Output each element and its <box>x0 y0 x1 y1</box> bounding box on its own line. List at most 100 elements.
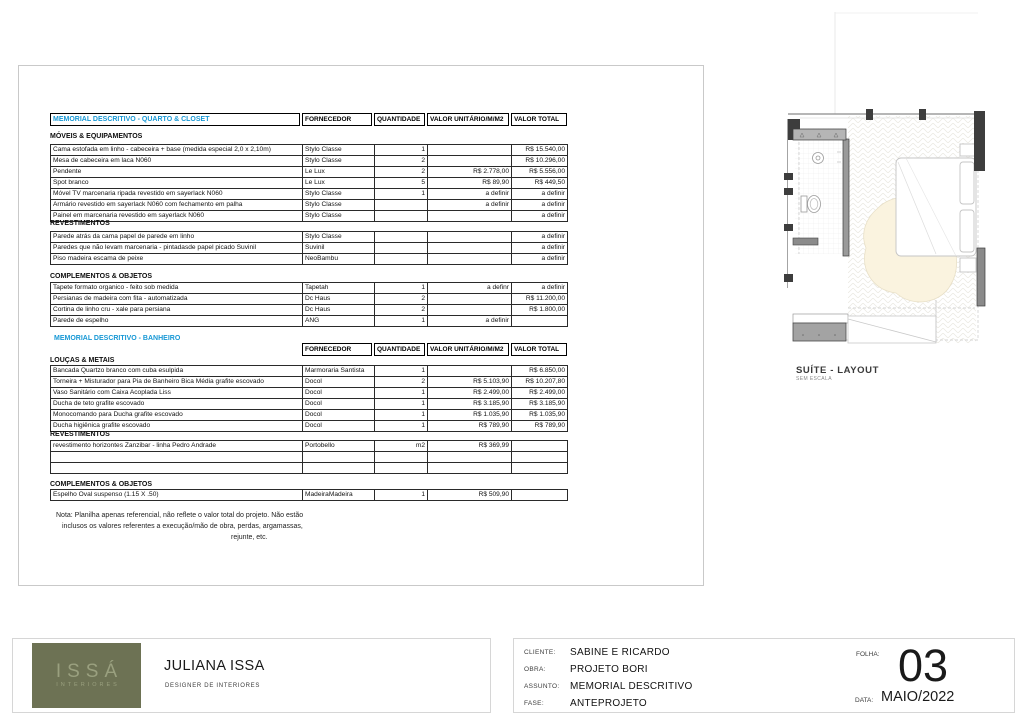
table-rows: Parede atrás da cama papel de parede em … <box>50 231 568 265</box>
table-row: Piso madeira escama de peixe NeoBambu a de… <box>51 254 568 265</box>
table-cell: a definir <box>512 200 568 211</box>
table-cell <box>375 211 428 222</box>
table-cell: 1 <box>375 283 428 294</box>
table-cell: revestimento horizontes Zanzibar - linha… <box>51 441 303 452</box>
column-header: VALOR TOTAL <box>511 113 567 126</box>
plan-dresser <box>792 313 849 342</box>
table-cell <box>375 452 428 463</box>
field-cliente: CLIENTE: SABINE E RICARDO <box>524 644 693 661</box>
table-cell: Painel em marcenaria revestido em sayerl… <box>51 211 303 222</box>
section-label: LOUÇAS & METAIS <box>50 357 115 364</box>
table-cell: 1 <box>375 388 428 399</box>
table-rows: Cama estofada em linho - cabeceira + bas… <box>50 144 568 222</box>
table-cell: Stylo Classe <box>303 211 375 222</box>
plan-subtitle: SEM ESCALA <box>796 376 832 382</box>
table-cell <box>428 366 512 377</box>
table-cell: R$ 3.185,90 <box>428 399 512 410</box>
table-cell: Tapete formato organico - feito sob medi… <box>51 283 303 294</box>
table-row: Torneira + Misturador para Pia de Banhei… <box>51 377 568 388</box>
field-value: SABINE E RICARDO <box>570 647 670 658</box>
table-cell: Bancada Quartzo branco com cuba esulpida <box>51 366 303 377</box>
field-value: MEMORIAL DESCRITIVO <box>570 681 693 692</box>
table-cell: R$ 2.778,00 <box>428 167 512 178</box>
table-cell: Stylo Classe <box>303 232 375 243</box>
table-row <box>51 463 568 474</box>
designer-name: JULIANA ISSA <box>164 658 265 674</box>
table-cell: R$ 1.035,90 <box>512 410 568 421</box>
table-cell: R$ 2.499,00 <box>428 388 512 399</box>
table-cell: R$ 5.556,00 <box>512 167 568 178</box>
table-cell: m2 <box>375 441 428 452</box>
table-cell: a definir <box>512 243 568 254</box>
table-cell: MadeiraMadeira <box>303 490 375 501</box>
table-cell: R$ 789,90 <box>512 421 568 432</box>
table-cell: Dc Haus <box>303 305 375 316</box>
table-cell <box>512 316 568 327</box>
table-cell: Ducha higiênica grafite escovado <box>51 421 303 432</box>
table-row: Persianas de madeira com fita - automati… <box>51 294 568 305</box>
table-cell: Suvinil <box>303 243 375 254</box>
table-cell <box>428 243 512 254</box>
table-cell: Stylo Classe <box>303 145 375 156</box>
table-cell: Armário revestido em sayerlack N060 com … <box>51 200 303 211</box>
table-row: Móvel TV marcenaria ripada revestido em … <box>51 189 568 200</box>
table-row: Ducha de teto grafite escovado Docol 1 R$ 3… <box>51 399 568 410</box>
table-cell <box>512 441 568 452</box>
table-cell: 2 <box>375 294 428 305</box>
table-cell <box>428 294 512 305</box>
table-row: Armário revestido em sayerlack N060 com … <box>51 200 568 211</box>
table-cell: Stylo Classe <box>303 156 375 167</box>
table-cell: Piso madeira escama de peixe <box>51 254 303 265</box>
table-cell <box>512 463 568 474</box>
table-cell: R$ 1.800,00 <box>512 305 568 316</box>
table-cell: 2 <box>375 167 428 178</box>
table-cell: R$ 2.499,00 <box>512 388 568 399</box>
table-cell: 1 <box>375 410 428 421</box>
table-cell: R$ 509,90 <box>428 490 512 501</box>
table-cell: a definir <box>428 316 512 327</box>
table-cell <box>303 463 375 474</box>
field-obra: OBRA: PROJETO BORI <box>524 661 693 678</box>
plan-walls <box>784 109 986 307</box>
table-cell: Pendente <box>51 167 303 178</box>
floor-plan <box>784 12 986 344</box>
logo-subtext: INTERIORES <box>56 682 120 688</box>
table-cell: 1 <box>375 490 428 501</box>
table-cell: Cortina de linho cru - xale para persian… <box>51 305 303 316</box>
table-cell: Stylo Classe <box>303 200 375 211</box>
note-line: inclusos os valores referentes a execuçã… <box>62 523 303 530</box>
field-fase: FASE: ANTEPROJETO <box>524 695 693 712</box>
section-label: REVESTIMENTOS <box>50 220 110 227</box>
plan-projection-lines <box>834 12 978 114</box>
table-cell: NeoBambu <box>303 254 375 265</box>
column-header: VALOR UNITÁRIO/M/M2 <box>427 113 509 126</box>
table-cell: Torneira + Misturador para Pia de Banhei… <box>51 377 303 388</box>
plan-accessory-marks <box>837 151 841 163</box>
table-cell: R$ 5.103,90 <box>428 377 512 388</box>
table-cell <box>375 200 428 211</box>
table-row <box>51 452 568 463</box>
column-header: QUANTIDADE <box>374 113 425 126</box>
field-label: FASE: <box>524 700 544 707</box>
table-cell <box>428 452 512 463</box>
table-cell: Cama estofada em linho - cabeceira + bas… <box>51 145 303 156</box>
field-assunto: ASSUNTO: MEMORIAL DESCRITIVO <box>524 678 693 695</box>
table-cell: R$ 15.540,00 <box>512 145 568 156</box>
table-cell: R$ 10.207,80 <box>512 377 568 388</box>
plan-sink-icon <box>812 152 824 164</box>
table-cell: Ducha de teto grafite escovado <box>51 399 303 410</box>
table-cell: Le Lux <box>303 178 375 189</box>
table-row: Bancada Quartzo branco com cuba esulpida… <box>51 366 568 377</box>
table-cell: Parede atrás da cama papel de parede em … <box>51 232 303 243</box>
table-cell <box>428 145 512 156</box>
field-label: ASSUNTO: <box>524 683 560 690</box>
titleblock-left: ISSÁ INTERIORES JULIANA ISSA DESIGNER DE… <box>12 638 491 713</box>
table-cell <box>375 232 428 243</box>
table-cell: R$ 369,99 <box>428 441 512 452</box>
titleblock-right: CLIENTE: SABINE E RICARDO OBRA: PROJETO … <box>513 638 1015 713</box>
project-fields: CLIENTE: SABINE E RICARDO OBRA: PROJETO … <box>524 644 693 712</box>
table-row: Vaso Sanitário com Caixa Acoplada Liss Do… <box>51 388 568 399</box>
table-row: Pendente Le Lux 2 R$ 2.778,00 R$ 5.556,00 <box>51 167 568 178</box>
table-cell: Espelho Oval suspenso (1.15 X .50) <box>51 490 303 501</box>
